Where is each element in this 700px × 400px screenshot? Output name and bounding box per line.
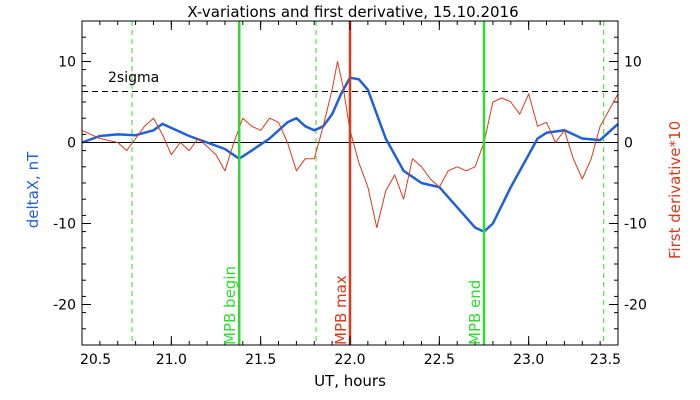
y-tick-label-right: -20 bbox=[624, 298, 647, 314]
mpb-begin-label: MPB begin bbox=[221, 266, 239, 345]
x-tick-label: 20.5 bbox=[80, 352, 111, 368]
series-deltaX-line bbox=[81, 76, 619, 233]
mpb-end-label: MPB end bbox=[466, 280, 484, 345]
right-y-axis-label: First derivative*10 bbox=[666, 121, 684, 259]
y-tick-label-left: 10 bbox=[58, 55, 76, 71]
data-lines-layer bbox=[81, 21, 619, 345]
x-tick-label: 23.5 bbox=[590, 352, 621, 368]
threshold-label: 2sigma bbox=[108, 70, 159, 86]
x-axis-label: UT, hours bbox=[314, 372, 386, 390]
tick-labels-layer: 20.5 21.0 21.5 22.0 22.5 23.0 23.5 -20 -20 -10 -10… bbox=[53, 55, 647, 369]
y-tick-label-right: 10 bbox=[624, 55, 642, 71]
x-tick-label: 21.5 bbox=[245, 352, 276, 368]
y-tick-label-left: -20 bbox=[53, 298, 76, 314]
chart-title: X-variations and first derivative, 15.10… bbox=[187, 3, 518, 21]
axes-frame bbox=[81, 20, 619, 346]
x-tick-label: 22.0 bbox=[334, 352, 365, 368]
marker-labels-layer: MPB begin MPB max MPB end bbox=[221, 266, 484, 345]
y-tick-label-left: 0 bbox=[67, 136, 76, 152]
left-y-axis-label: deltaX, nT bbox=[24, 151, 42, 228]
x-tick-label: 22.5 bbox=[424, 352, 455, 368]
mpb-max-label: MPB max bbox=[332, 275, 350, 345]
x-tick-label: 23.0 bbox=[513, 352, 544, 368]
y-tick-label-left: -10 bbox=[53, 217, 76, 233]
y-tick-label-right: 0 bbox=[624, 136, 633, 152]
x-tick-label: 21.0 bbox=[156, 352, 187, 368]
y-tick-label-right: -10 bbox=[624, 217, 647, 233]
